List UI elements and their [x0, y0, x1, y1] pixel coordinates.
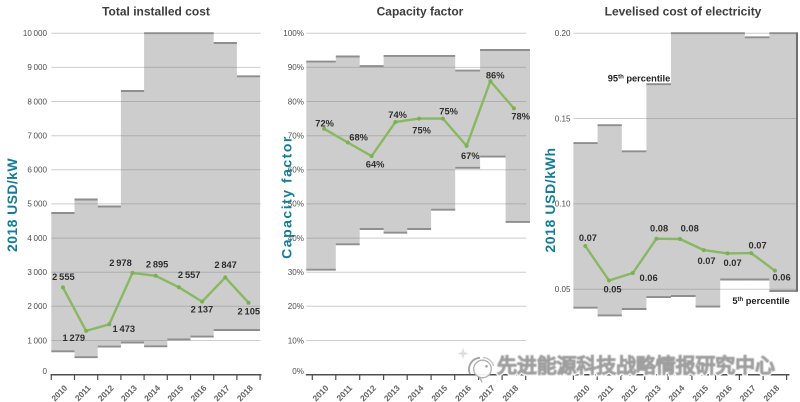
svg-text:40%: 40%	[288, 234, 304, 243]
svg-text:Capacity factor: Capacity factor	[279, 135, 295, 259]
svg-text:0%: 0%	[292, 367, 304, 376]
svg-text:75%: 75%	[412, 126, 431, 136]
svg-text:2 978: 2 978	[109, 258, 132, 268]
svg-text:20%: 20%	[288, 302, 304, 311]
svg-text:30%: 30%	[288, 268, 304, 277]
svg-text:0.20: 0.20	[555, 29, 571, 38]
svg-text:64%: 64%	[366, 160, 385, 170]
svg-text:5 000: 5 000	[27, 200, 47, 209]
svg-text:80%: 80%	[288, 97, 304, 106]
svg-text:67%: 67%	[461, 151, 480, 161]
svg-text:先进能源科技战略情报研究中心: 先进能源科技战略情报研究中心	[497, 354, 775, 378]
svg-text:86%: 86%	[486, 71, 505, 81]
svg-text:0.08: 0.08	[650, 224, 668, 234]
svg-text:2018 USD/kWh: 2018 USD/kWh	[542, 147, 558, 252]
svg-text:0.06: 0.06	[640, 273, 658, 283]
svg-text:3 000: 3 000	[27, 268, 47, 277]
svg-text:5th percentile: 5th percentile	[732, 296, 789, 306]
svg-text:2 137: 2 137	[191, 305, 214, 315]
svg-text:78%: 78%	[511, 112, 530, 122]
svg-text:9 000: 9 000	[27, 63, 47, 72]
svg-text:100%: 100%	[283, 29, 304, 38]
svg-text:60%: 60%	[288, 166, 304, 175]
svg-text:0.08: 0.08	[681, 223, 699, 233]
svg-text:0.05: 0.05	[603, 284, 621, 294]
svg-text:95th percentile: 95th percentile	[608, 74, 671, 84]
svg-text:2 557: 2 557	[178, 270, 201, 280]
svg-text:4 000: 4 000	[27, 234, 47, 243]
svg-text:72%: 72%	[315, 119, 334, 129]
svg-text:Capacity factor: Capacity factor	[377, 5, 464, 19]
svg-text:0.06: 0.06	[773, 273, 791, 283]
svg-text:10%: 10%	[288, 336, 304, 345]
svg-text:10 000: 10 000	[23, 29, 48, 38]
svg-text:2 847: 2 847	[214, 260, 237, 270]
svg-text:0.07: 0.07	[724, 258, 742, 268]
svg-text:Total installed cost: Total installed cost	[102, 5, 210, 19]
svg-text:2 105: 2 105	[238, 307, 261, 317]
svg-text:7 000: 7 000	[27, 132, 47, 141]
svg-text:先进能源科技战略情报研究中心: 先进能源科技战略情报研究中心	[497, 354, 775, 378]
svg-text:90%: 90%	[288, 63, 304, 72]
svg-text:68%: 68%	[349, 133, 368, 143]
svg-text:70%: 70%	[288, 132, 304, 141]
svg-text:1 279: 1 279	[63, 333, 86, 343]
svg-text:1 000: 1 000	[27, 336, 47, 345]
svg-text:50%: 50%	[288, 200, 304, 209]
svg-text:Levelised cost of electricity: Levelised cost of electricity	[605, 5, 762, 19]
svg-text:0.05: 0.05	[555, 285, 571, 294]
svg-text:0.15: 0.15	[555, 114, 571, 123]
svg-text:0.10: 0.10	[555, 200, 571, 209]
svg-text:2 895: 2 895	[146, 260, 169, 270]
svg-text:8 000: 8 000	[27, 97, 47, 106]
svg-text:2018 USD/kW: 2018 USD/kW	[4, 158, 20, 252]
svg-text:75%: 75%	[439, 107, 458, 117]
svg-text:2 000: 2 000	[27, 302, 47, 311]
svg-text:1 473: 1 473	[113, 324, 136, 334]
svg-text:74%: 74%	[388, 110, 407, 120]
svg-text:0.07: 0.07	[697, 256, 715, 266]
svg-text:2 555: 2 555	[52, 272, 75, 282]
svg-text:6 000: 6 000	[27, 166, 47, 175]
svg-text:0.07: 0.07	[579, 233, 597, 243]
svg-text:0.07: 0.07	[749, 240, 767, 250]
svg-text:0: 0	[42, 367, 47, 376]
